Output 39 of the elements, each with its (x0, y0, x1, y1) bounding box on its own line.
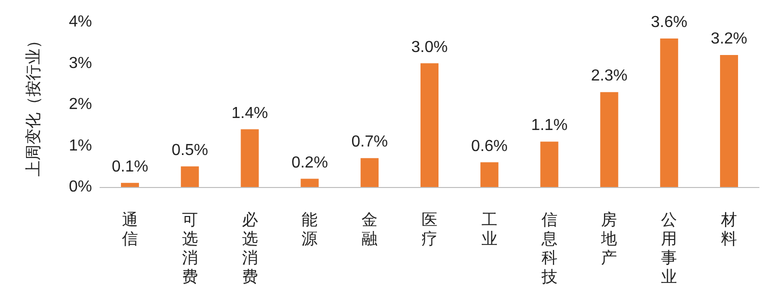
data-label: 1.1% (531, 117, 568, 134)
data-label: 0.1% (112, 158, 148, 176)
y-tick-label: 2% (68, 96, 92, 113)
x-tick-label: 必选消费 (242, 211, 258, 286)
x-tick-label: 金融 (362, 212, 378, 248)
bar (120, 182, 139, 187)
y-tick-label: 3% (68, 54, 92, 72)
bar (600, 92, 618, 187)
data-label: 2.3% (590, 68, 628, 85)
y-tick-label: 4% (68, 14, 92, 30)
bar (240, 129, 259, 187)
bar (360, 158, 379, 187)
y-tick-label: 0% (68, 178, 92, 196)
x-tick-label: 通信 (122, 211, 138, 248)
data-label: 3.2% (710, 30, 748, 48)
bar (720, 55, 738, 187)
data-label: 3.0% (411, 38, 448, 56)
data-label: 1.4% (232, 104, 268, 122)
x-tick-label: 能源 (302, 211, 318, 248)
bar (180, 166, 199, 187)
bar (660, 38, 678, 187)
x-tick-label: 可选消费 (182, 212, 198, 286)
data-label: 3.6% (650, 14, 688, 31)
y-tick-label: 1% (68, 137, 92, 154)
x-tick-label: 房地产 (600, 211, 618, 267)
x-tick-label: 工业 (481, 212, 498, 248)
x-tick-label: 信息科技 (540, 212, 558, 286)
bar (300, 178, 319, 187)
bar (540, 142, 558, 187)
x-tick-label: 医疗 (422, 212, 438, 248)
y-axis-title: 上周变化（按行业） (24, 32, 42, 176)
data-label: 0.5% (172, 142, 208, 159)
data-label: 0.7% (351, 134, 388, 151)
bar (420, 63, 438, 187)
data-label: 0.6% (471, 138, 508, 155)
x-tick-label: 材料 (720, 211, 738, 248)
bar (480, 162, 498, 187)
x-tick-label: 公用事业 (661, 212, 678, 286)
data-label: 0.2% (291, 154, 328, 172)
